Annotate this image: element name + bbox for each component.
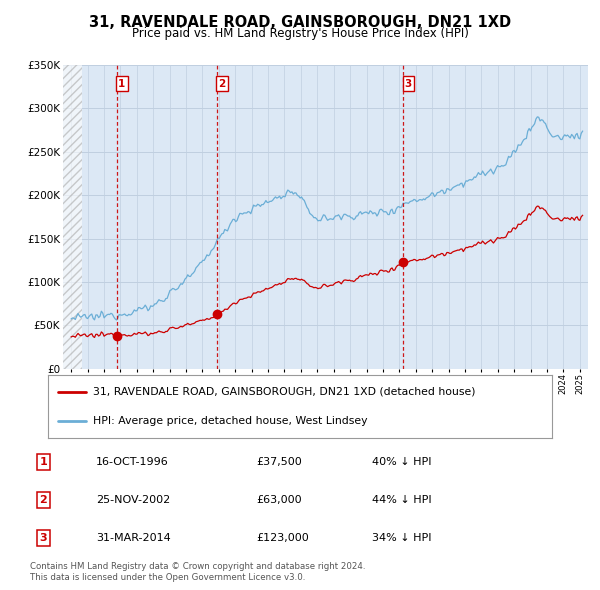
- Text: 16-OCT-1996: 16-OCT-1996: [96, 457, 169, 467]
- Text: 31, RAVENDALE ROAD, GAINSBOROUGH, DN21 1XD: 31, RAVENDALE ROAD, GAINSBOROUGH, DN21 1…: [89, 15, 511, 30]
- Text: 2: 2: [218, 78, 226, 88]
- Text: 31-MAR-2014: 31-MAR-2014: [96, 533, 170, 543]
- Text: 1: 1: [40, 457, 47, 467]
- Text: Price paid vs. HM Land Registry's House Price Index (HPI): Price paid vs. HM Land Registry's House …: [131, 27, 469, 40]
- Text: 2: 2: [40, 495, 47, 505]
- Text: 1: 1: [118, 78, 125, 88]
- Bar: [63, 65, 82, 369]
- Text: £37,500: £37,500: [256, 457, 302, 467]
- Text: 31, RAVENDALE ROAD, GAINSBOROUGH, DN21 1XD (detached house): 31, RAVENDALE ROAD, GAINSBOROUGH, DN21 1…: [94, 387, 476, 397]
- Text: 44% ↓ HPI: 44% ↓ HPI: [372, 495, 431, 505]
- Text: Contains HM Land Registry data © Crown copyright and database right 2024.: Contains HM Land Registry data © Crown c…: [30, 562, 365, 571]
- Text: This data is licensed under the Open Government Licence v3.0.: This data is licensed under the Open Gov…: [30, 573, 305, 582]
- Text: HPI: Average price, detached house, West Lindsey: HPI: Average price, detached house, West…: [94, 416, 368, 426]
- Text: 40% ↓ HPI: 40% ↓ HPI: [372, 457, 431, 467]
- Text: £63,000: £63,000: [256, 495, 301, 505]
- Text: 3: 3: [405, 78, 412, 88]
- Text: 3: 3: [40, 533, 47, 543]
- Text: £123,000: £123,000: [256, 533, 308, 543]
- Text: 34% ↓ HPI: 34% ↓ HPI: [372, 533, 431, 543]
- Text: 25-NOV-2002: 25-NOV-2002: [96, 495, 170, 505]
